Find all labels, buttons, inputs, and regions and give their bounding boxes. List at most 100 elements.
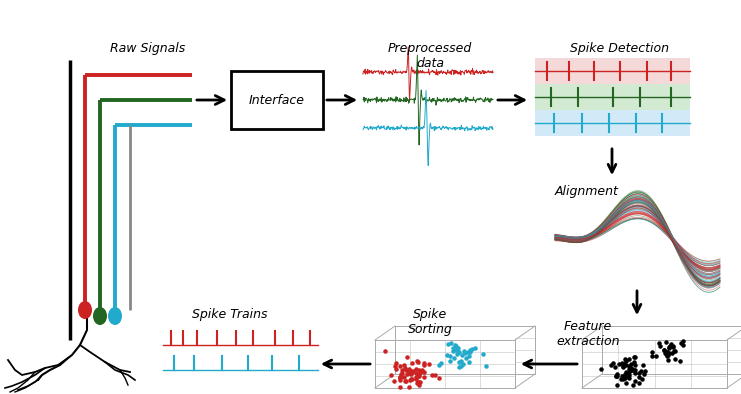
Point [623,366,635,372]
Point [410,374,422,381]
Point [453,364,465,370]
Point [629,362,641,368]
Point [633,370,645,376]
Point [406,360,418,366]
Point [463,359,475,366]
Point [654,343,666,349]
Point [411,366,422,372]
Point [414,368,426,374]
Point [453,359,465,365]
Point [628,382,639,388]
Point [455,363,467,370]
Point [620,380,632,386]
Point [477,351,489,358]
Point [664,343,676,349]
Point [379,348,391,354]
Point [394,374,406,381]
Point [633,379,645,386]
Point [399,362,411,368]
Point [633,374,645,380]
Point [412,379,424,385]
Point [433,375,445,381]
Point [660,339,672,346]
Point [435,360,447,366]
Point [675,340,687,346]
Point [413,359,425,365]
Point [667,342,679,349]
Point [623,375,635,381]
Point [665,340,677,347]
Point [469,345,481,351]
Point [408,368,419,374]
Ellipse shape [93,307,107,325]
Point [622,370,634,376]
Point [405,368,416,374]
Point [653,340,665,346]
Point [660,351,672,357]
Point [639,368,651,374]
Point [617,363,629,370]
Point [638,371,650,377]
Point [629,366,641,373]
Point [445,340,456,346]
Point [659,350,671,356]
Point [662,351,674,358]
Point [453,349,465,355]
Point [456,352,468,358]
Point [622,370,634,376]
Point [396,367,408,374]
Point [625,365,637,372]
Point [663,344,675,350]
Point [646,353,658,359]
Point [619,369,631,375]
Point [401,371,413,377]
Point [668,344,679,350]
Text: Spike
Sorting: Spike Sorting [408,308,452,336]
Point [628,367,640,374]
Point [607,360,619,366]
Point [609,364,621,370]
Point [442,341,454,348]
Text: Interface: Interface [249,93,305,106]
Point [663,350,675,356]
Point [636,376,648,382]
Point [626,366,638,373]
Point [669,348,681,354]
Point [623,355,635,362]
Point [456,358,468,364]
Point [412,379,424,385]
Point [635,367,647,374]
Point [433,362,445,368]
Point [617,361,629,367]
Point [618,361,630,367]
Point [466,346,478,352]
Point [396,370,408,376]
Point [596,366,608,372]
Point [611,370,622,377]
Point [669,356,681,362]
Point [452,345,464,351]
Point [414,379,426,385]
Point [405,370,417,376]
Point [450,342,462,349]
Point [645,349,657,355]
Point [459,350,471,356]
Point [622,372,634,378]
Point [629,378,641,384]
Point [389,363,401,370]
Point [605,362,617,369]
Point [629,370,641,376]
Point [394,384,406,390]
Point [414,370,426,376]
Point [463,353,475,359]
Point [619,375,631,382]
Ellipse shape [108,307,122,325]
Point [620,373,632,379]
Point [614,361,625,367]
Point [418,360,430,366]
Point [610,373,622,379]
Point [413,373,425,379]
Point [622,363,634,370]
Point [413,382,425,388]
FancyBboxPatch shape [231,71,323,129]
